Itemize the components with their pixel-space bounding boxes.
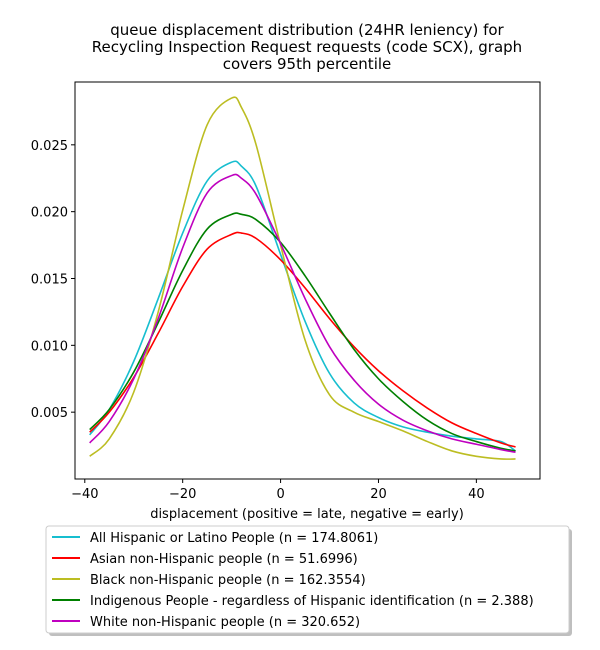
series-line-3 [89, 96, 516, 460]
chart-title-line: Recycling Inspection Request requests (c… [92, 38, 522, 56]
x-axis-label: displacement (positive = late, negative … [150, 507, 464, 522]
legend-entry: All Hispanic or Latino People (n = 174.8… [90, 531, 378, 546]
legend-entry: Indigenous People - regardless of Hispan… [90, 594, 534, 609]
y-tick-label: 0.005 [31, 406, 68, 421]
y-tick-label: 0.015 [31, 272, 68, 287]
legend: All Hispanic or Latino People (n = 174.8… [45, 525, 572, 636]
chart-title: queue displacement distribution (24HR le… [92, 21, 522, 73]
x-tick-label: −40 [71, 487, 98, 502]
chart-title-line: covers 95th percentile [223, 55, 392, 73]
legend-entry: Asian non-Hispanic people (n = 51.6996) [90, 552, 358, 567]
plot-area [74, 81, 541, 480]
legend-entry: Black non-Hispanic people (n = 162.3554) [90, 573, 366, 588]
legend-box [45, 525, 570, 634]
x-tick-label: 20 [370, 487, 387, 502]
series-line-1 [89, 160, 516, 452]
series-line-4 [89, 212, 516, 452]
axis-ticks: −40 −20 0 20 40 0.005 0.010 0.015 0.020 0.025 [31, 139, 485, 502]
legend-entry: White non-Hispanic people (n = 320.652) [90, 615, 360, 630]
x-tick-label: 40 [468, 487, 485, 502]
y-tick-label: 0.010 [31, 339, 68, 354]
series-line-5 [89, 173, 516, 454]
chart-title-line: queue displacement distribution (24HR le… [110, 21, 504, 39]
series-line-2 [89, 231, 516, 448]
y-tick-label: 0.020 [31, 206, 68, 221]
axes-frame [74, 81, 541, 480]
x-tick-label: −20 [169, 487, 196, 502]
y-tick-label: 0.025 [31, 139, 68, 154]
x-tick-label: 0 [276, 487, 284, 502]
